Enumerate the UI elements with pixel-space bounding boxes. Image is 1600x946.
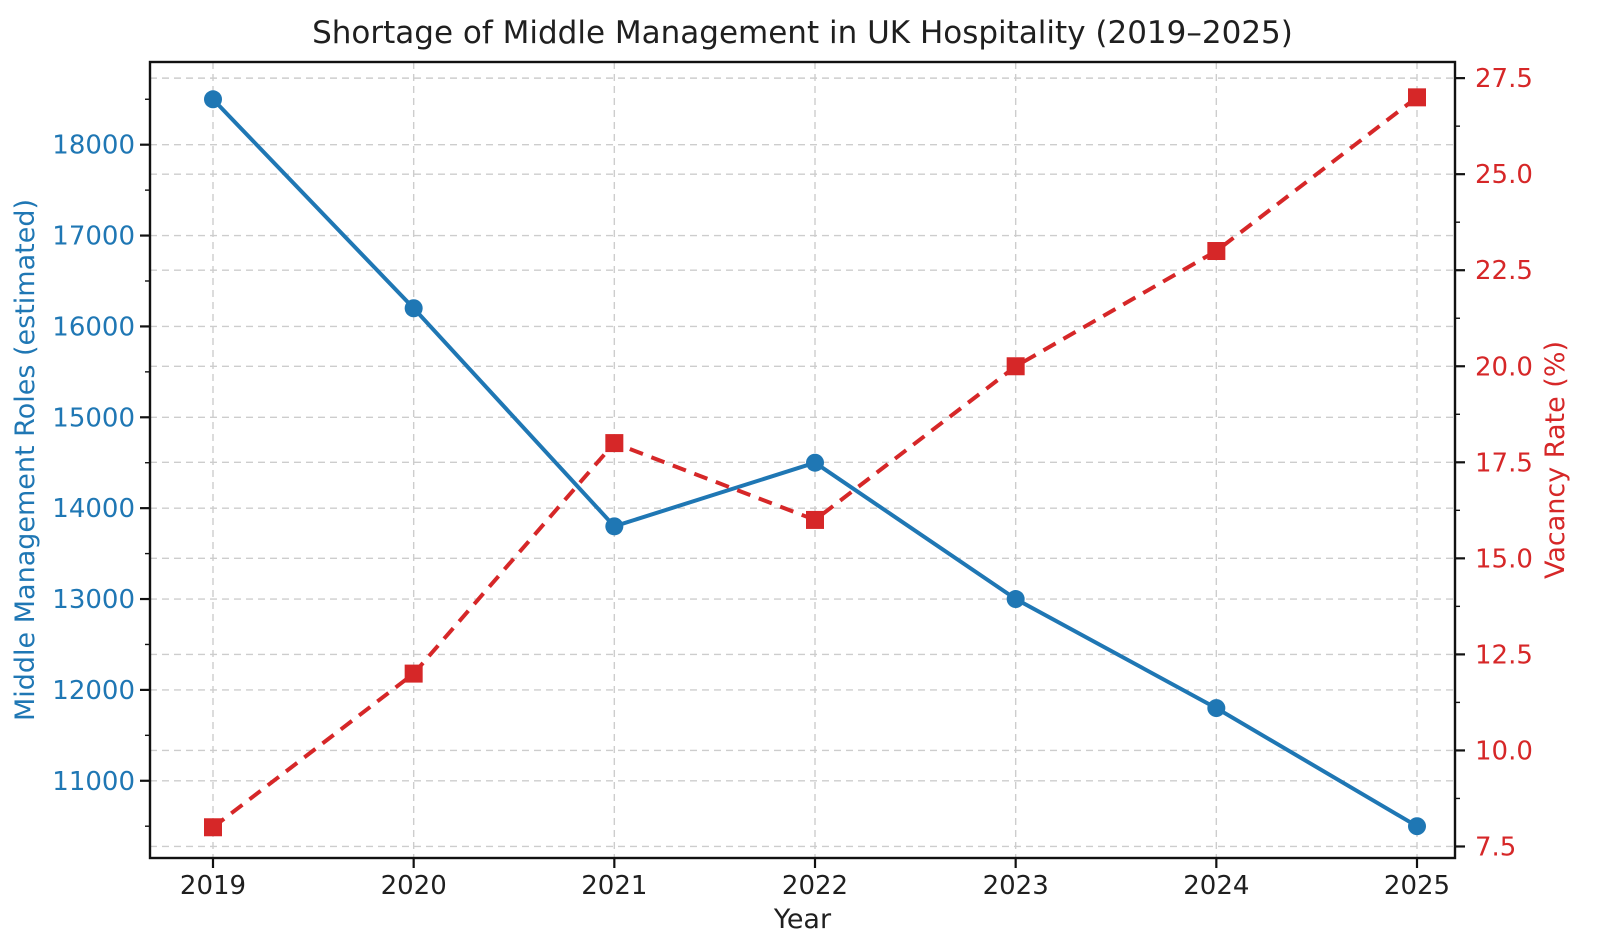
- left-tick-label: 18000: [52, 131, 135, 161]
- data-point-vacancy-2023: [1006, 357, 1025, 376]
- data-point-vacancy-2019: [204, 818, 222, 837]
- x-tick-label: 2024: [1183, 871, 1249, 901]
- x-tick-label: 2023: [983, 871, 1049, 901]
- right-tick-label: 15.0: [1475, 544, 1533, 574]
- left-tick-label: 16000: [52, 312, 135, 342]
- x-axis-label: Year: [773, 904, 832, 935]
- right-tick-label: 17.5: [1475, 448, 1533, 478]
- data-point-roles-2019: [204, 90, 222, 109]
- data-point-roles-2025: [1408, 817, 1426, 836]
- x-tick-label: 2019: [180, 871, 246, 901]
- data-point-roles-2022: [806, 453, 824, 472]
- x-tick-label: 2022: [782, 871, 848, 901]
- left-tick-label: 17000: [52, 222, 135, 252]
- chart-title: Shortage of Middle Management in UK Hosp…: [312, 15, 1293, 51]
- right-tick-label: 27.5: [1475, 64, 1533, 94]
- data-point-vacancy-2020: [404, 664, 423, 683]
- right-tick-label: 20.0: [1475, 352, 1533, 382]
- left-tick-label: 11000: [52, 767, 135, 797]
- data-point-roles-2021: [605, 517, 624, 536]
- left-tick-label: 12000: [52, 676, 135, 706]
- data-point-vacancy-2024: [1207, 242, 1226, 261]
- data-point-vacancy-2022: [806, 510, 824, 529]
- x-tick-label: 2020: [381, 871, 447, 901]
- data-point-vacancy-2021: [605, 434, 624, 453]
- right-tick-label: 7.5: [1475, 832, 1516, 862]
- left-tick-label: 13000: [52, 585, 135, 615]
- data-point-roles-2023: [1006, 590, 1025, 609]
- left-tick-label: 15000: [52, 403, 135, 433]
- right-axis-label: Vacancy Rate (%): [1540, 341, 1571, 579]
- x-tick-label: 2025: [1384, 871, 1450, 901]
- left-tick-label: 14000: [52, 494, 135, 524]
- right-tick-label: 12.5: [1475, 640, 1533, 670]
- data-point-vacancy-2025: [1408, 88, 1426, 107]
- left-axis-label: Middle Management Roles (estimated): [10, 199, 41, 721]
- data-point-roles-2020: [404, 299, 423, 318]
- right-tick-label: 22.5: [1475, 256, 1533, 286]
- right-tick-label: 10.0: [1475, 736, 1533, 766]
- right-tick-label: 25.0: [1475, 160, 1533, 190]
- data-point-roles-2024: [1207, 699, 1226, 718]
- x-tick-label: 2021: [581, 871, 647, 901]
- plot-border: [148, 60, 1457, 860]
